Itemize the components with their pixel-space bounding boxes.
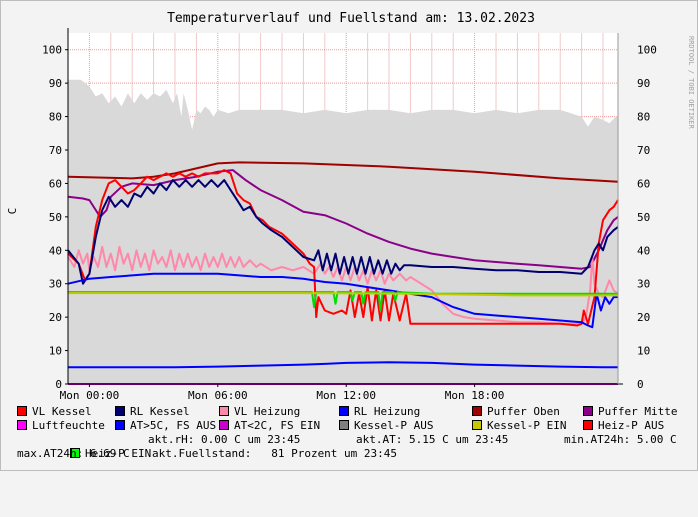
legend-label: Puffer Mitte — [598, 405, 678, 418]
stat-akt-rh: akt.rH: 0.00 C um 23:45 — [148, 433, 301, 446]
legend-item-luftfeuchte: Luftfeuchte — [17, 419, 105, 433]
legend-item-kessel-p-ein: Kessel-P EIN — [472, 419, 566, 433]
y-tick-label-right: 100 — [637, 44, 657, 57]
series-line-puffer-mitte — [67, 169, 619, 270]
y-tick-label-right: 20 — [637, 311, 650, 324]
legend-swatch — [339, 406, 349, 416]
y-tick-label-left: 0 — [55, 378, 62, 391]
legend-label: Puffer Oben — [487, 405, 560, 418]
legend-item-vl-heizung: VL Heizung — [219, 405, 300, 419]
chart-title: Temperaturverlauf und Fuellstand am: 13.… — [167, 11, 535, 26]
y-tick-label-left: 80 — [49, 111, 62, 124]
x-tick-label: Mon 18:00 — [445, 389, 505, 401]
y-tick-label-left: 100 — [42, 44, 62, 57]
y-tick-label-left: 10 — [49, 345, 62, 358]
series-line-vl-kessel — [67, 169, 619, 327]
legend-item-puffer-oben: Puffer Oben — [472, 405, 560, 419]
y-tick-label-right: 60 — [637, 177, 650, 190]
legend-swatch — [583, 420, 593, 430]
chart-window: Temperaturverlauf und Fuellstand am: 13.… — [0, 0, 698, 471]
legend-row-4: max.AT24h: 6.69 C akt.Fuellstand: 81 Pro… — [17, 447, 397, 461]
series-line-vl-heizung — [67, 245, 619, 325]
legend-swatch — [583, 406, 593, 416]
y-tick-label-right: 80 — [637, 111, 650, 124]
legend-label: Heiz-P EIN — [84, 447, 152, 460]
stat-fuellstand: akt.Fuellstand: 81 Prozent um 23:45 — [152, 447, 398, 460]
legend-item-rl-heizung: RL Heizung — [339, 405, 420, 419]
legend-label: RL Kessel — [130, 405, 190, 418]
series-line-at-5c-fs-aus — [68, 361, 618, 369]
legend-item-vl-kessel: VL Kessel — [17, 405, 92, 419]
series-area-luftfeuchte — [68, 79, 618, 385]
legend-item-heiz-p-ein: Heiz-P EIN — [17, 433, 151, 475]
x-tick-label: Mon 06:00 — [188, 389, 248, 401]
legend-item-at-2c-fs-ein: AT<2C, FS EIN — [219, 419, 320, 433]
y-tick-label-left: 30 — [49, 278, 62, 291]
legend-label: Kessel-P AUS — [354, 419, 434, 432]
y-tick-label-left: 60 — [49, 177, 62, 190]
y-tick-label-right: 30 — [637, 278, 650, 291]
legend-label: AT>5C, FS AUS — [130, 419, 217, 432]
y-tick-label-right: 90 — [637, 77, 650, 90]
y-tick-label-left: 20 — [49, 311, 62, 324]
legend-label: Kessel-P EIN — [487, 419, 567, 432]
legend-item-at-5c-fs-aus: AT>5C, FS AUS — [115, 419, 216, 433]
legend-swatch — [69, 448, 80, 458]
legend-item-puffer-mitte: Puffer Mitte — [583, 405, 677, 419]
stat-max-at: max.AT24h: 6.69 C — [17, 447, 130, 460]
legend-swatch — [339, 420, 349, 430]
legend-label: RL Heizung — [354, 405, 421, 418]
axes: 0 0 10 10 20 20 30 30 40 40 50 50 60 60 70 70 80 80 90 90 10… — [42, 28, 657, 401]
y-tick-label-left: 70 — [49, 144, 62, 157]
legend-swatch — [115, 420, 125, 430]
y-tick-label-right: 10 — [637, 345, 650, 358]
y-tick-label-right: 50 — [637, 211, 650, 224]
legend-swatch — [472, 420, 482, 430]
legend-label: VL Kessel — [32, 405, 92, 418]
legend-swatch — [17, 420, 27, 430]
y-axis-label: C — [6, 208, 19, 215]
legend-item-heiz-p-aus: Heiz-P AUS — [583, 419, 664, 433]
series-line-kessel-p-ein — [68, 292, 618, 297]
legend-swatch — [17, 406, 27, 416]
y-tick-label-left: 50 — [49, 211, 62, 224]
legend-label: Luftfeuchte — [32, 419, 105, 432]
legend-row-3: Heiz-P EIN akt.rH: 0.00 C um 23:45 akt.A… — [17, 433, 677, 460]
legend-item-rl-kessel: RL Kessel — [115, 405, 190, 419]
x-tick-label: Mon 00:00 — [60, 389, 120, 401]
stat-min-at: min.AT24h: 5.00 C — [564, 433, 677, 446]
legend-label: Heiz-P AUS — [598, 419, 665, 432]
y-tick-label-left: 90 — [49, 77, 62, 90]
series-line-rl-kessel — [67, 179, 619, 285]
rrdtool-watermark: RRDTOOL / TOBI OETIKER — [687, 36, 695, 130]
legend-swatch — [219, 420, 229, 430]
legend-label: AT<2C, FS EIN — [234, 419, 321, 432]
y-tick-label-right: 70 — [637, 144, 650, 157]
y-tick-label-right: 40 — [637, 244, 650, 257]
legend-swatch — [115, 406, 125, 416]
y-tick-label-right: 0 — [637, 378, 644, 391]
legend-swatch — [472, 406, 482, 416]
x-tick-label: Mon 12:00 — [316, 389, 376, 401]
series-layer — [67, 79, 619, 385]
legend-item-kessel-p-aus: Kessel-P AUS — [339, 419, 433, 433]
legend-label: VL Heizung — [234, 405, 301, 418]
y-tick-label-left: 40 — [49, 244, 62, 257]
legend-swatch — [219, 406, 229, 416]
series-line-puffer-oben — [67, 161, 619, 183]
stat-akt-at: akt.AT: 5.15 C um 23:45 — [356, 433, 509, 446]
chart-canvas: Temperaturverlauf und Fuellstand am: 13.… — [6, 11, 695, 401]
